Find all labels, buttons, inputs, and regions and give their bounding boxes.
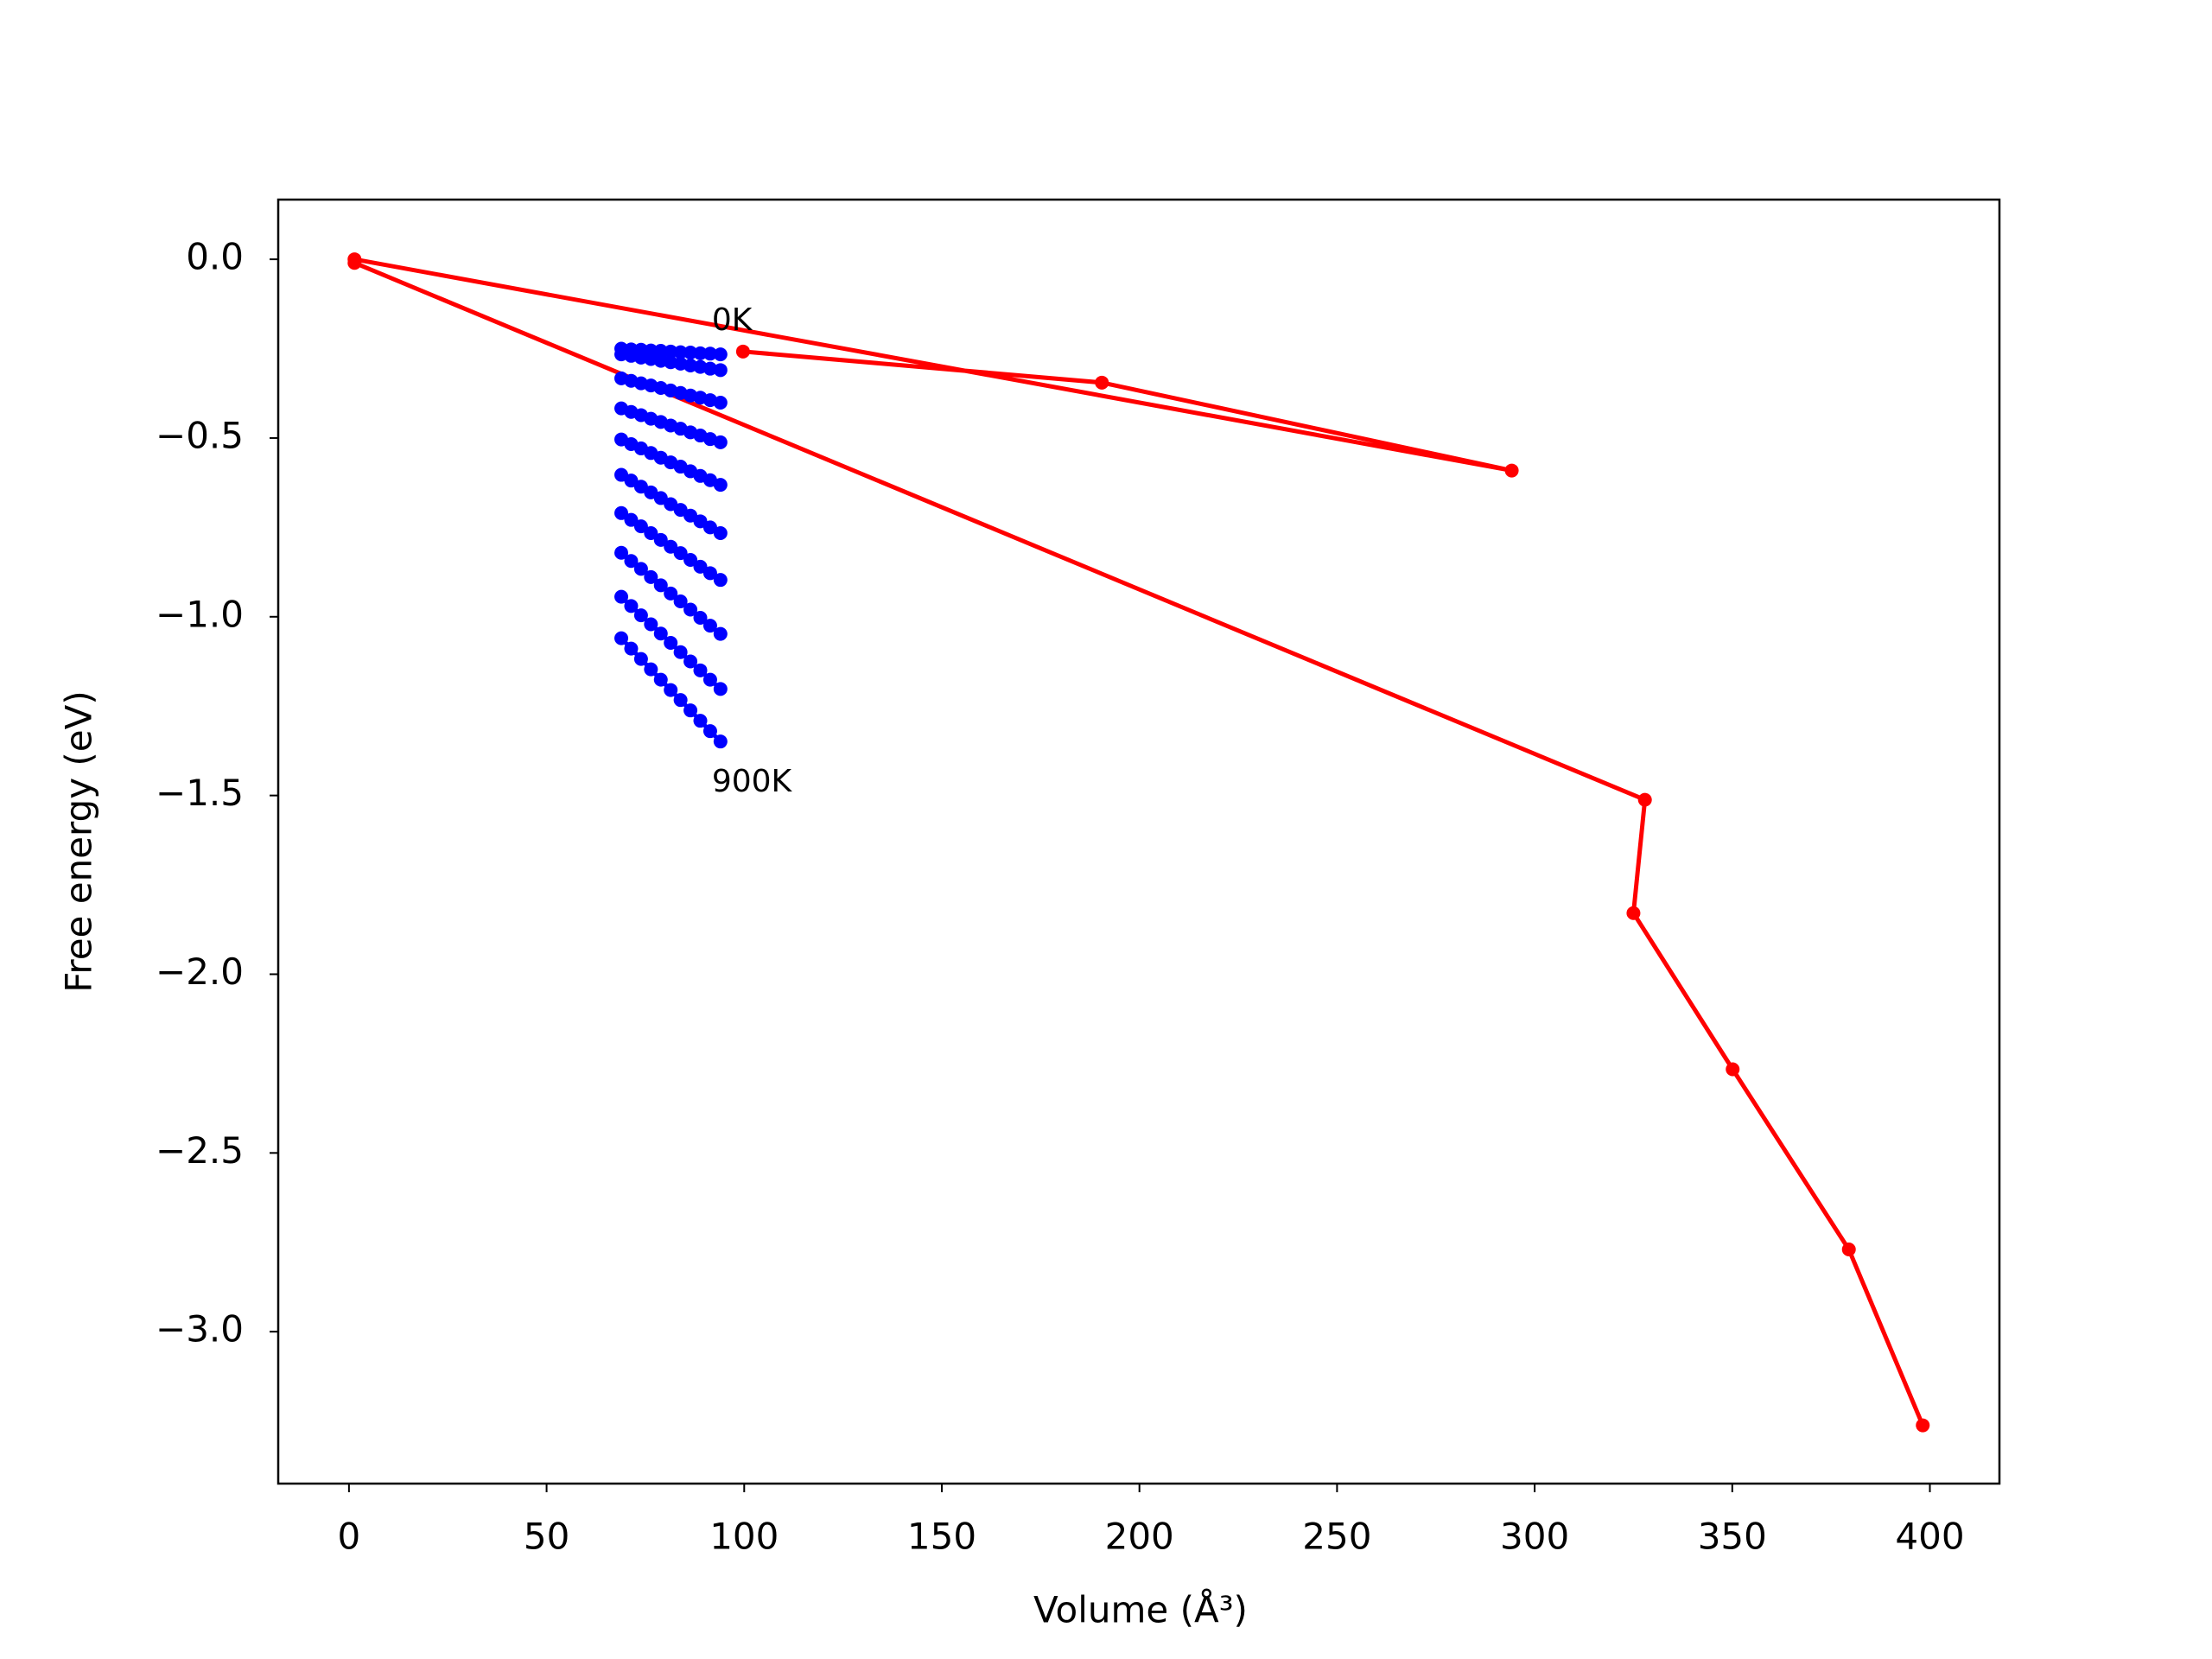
x-tick-label: 400 (1895, 1516, 1964, 1558)
data-point (664, 683, 678, 697)
data-point (713, 682, 728, 696)
data-point (673, 594, 688, 608)
data-point (614, 589, 629, 604)
data-point (624, 599, 639, 613)
data-point (673, 645, 688, 659)
x-tick-label: 250 (1302, 1516, 1371, 1558)
data-point (633, 519, 648, 534)
data-point (702, 672, 717, 687)
data-point (1095, 375, 1109, 390)
data-point (664, 344, 678, 359)
plot-frame (276, 198, 2001, 1485)
data-point (633, 652, 648, 666)
data-point (693, 611, 708, 626)
x-tick-label: 300 (1500, 1516, 1569, 1558)
data-point (664, 635, 678, 650)
data-point (683, 654, 698, 669)
data-point (713, 347, 728, 362)
data-point (664, 586, 678, 601)
annotation: 0K (712, 302, 753, 338)
data-point (644, 525, 658, 540)
y-tick-label: −3.0 (156, 1308, 244, 1351)
data-point (702, 619, 717, 633)
series-line (352, 257, 1925, 1427)
x-axis-label: Volume (Å³) (1033, 1588, 1248, 1631)
data-point (683, 602, 698, 617)
data-point (1626, 906, 1641, 920)
data-point (693, 663, 708, 677)
y-tick-label: −0.5 (156, 414, 244, 456)
data-point (693, 714, 708, 728)
data-point (653, 491, 668, 505)
data-point (713, 395, 728, 410)
data-point (673, 546, 688, 561)
x-tick-label: 150 (907, 1516, 976, 1558)
x-tick-label: 350 (1698, 1516, 1767, 1558)
data-point (693, 346, 708, 360)
y-axis-label: Free energy (eV) (58, 690, 100, 993)
data-point (702, 724, 717, 739)
data-point (653, 343, 668, 358)
data-point (702, 346, 717, 361)
data-point (713, 525, 728, 540)
data-point (713, 435, 728, 449)
data-point (653, 578, 668, 593)
data-point (702, 361, 717, 376)
data-point (673, 345, 688, 359)
data-point (624, 554, 639, 569)
data-point (735, 344, 750, 359)
data-point (713, 734, 728, 749)
data-point (644, 662, 658, 677)
data-point (633, 562, 648, 576)
data-point (1637, 792, 1652, 807)
y-tick-label: −2.0 (156, 950, 244, 993)
x-tick-label: 50 (524, 1516, 569, 1558)
data-point (1504, 463, 1519, 478)
data-point (624, 474, 639, 488)
data-point (614, 545, 629, 560)
y-tick-label: −1.5 (156, 772, 244, 814)
y-tick-label: −2.5 (156, 1129, 244, 1172)
data-point (633, 608, 648, 623)
data-point (683, 346, 698, 360)
data-point (1916, 1418, 1930, 1433)
data-point (624, 641, 639, 656)
data-point (664, 539, 678, 554)
data-point (713, 478, 728, 493)
x-tick-label: 0 (338, 1516, 361, 1558)
data-point (347, 256, 362, 270)
y-tick-label: 0.0 (186, 236, 244, 278)
data-point (702, 520, 717, 535)
annotation: 900K (712, 764, 793, 799)
data-point (713, 363, 728, 378)
data-point (653, 672, 668, 687)
data-point (702, 473, 717, 487)
x-tick-label: 100 (709, 1516, 779, 1558)
data-point (693, 514, 708, 529)
data-point (644, 569, 658, 584)
data-point (644, 617, 658, 632)
data-point (702, 566, 717, 581)
data-point (653, 532, 668, 547)
data-point (713, 573, 728, 588)
data-point (693, 559, 708, 574)
data-point (673, 693, 688, 708)
data-point (653, 626, 668, 641)
data-point (1841, 1243, 1856, 1257)
data-point (683, 703, 698, 718)
data-point (1726, 1062, 1740, 1077)
x-tick-label: 200 (1105, 1516, 1174, 1558)
data-point (624, 512, 639, 527)
data-point (683, 553, 698, 568)
data-point (713, 626, 728, 641)
data-point (614, 505, 629, 520)
data-point (614, 631, 629, 645)
y-tick-label: −1.0 (156, 593, 244, 635)
